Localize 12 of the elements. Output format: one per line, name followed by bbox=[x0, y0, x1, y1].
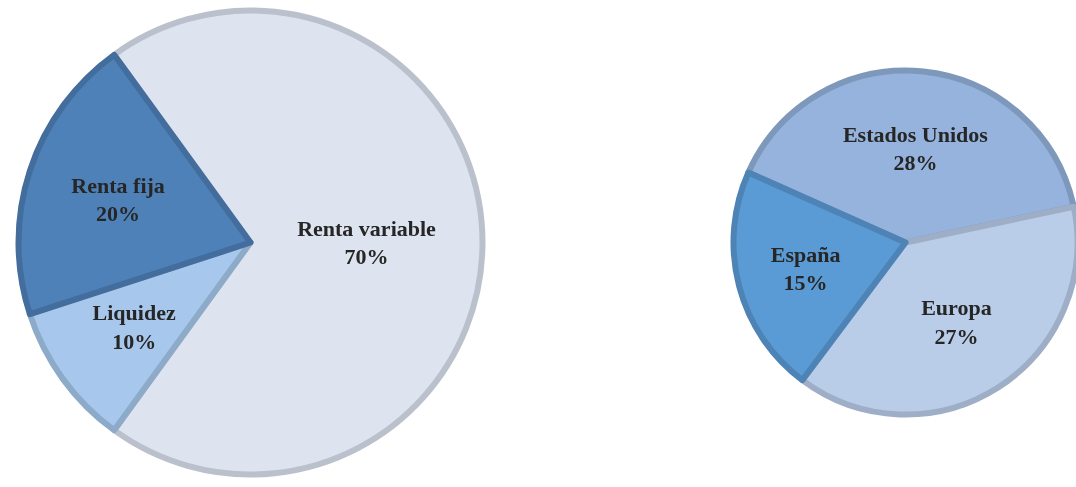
slice-label: España bbox=[770, 241, 841, 267]
slice-label: Liquidez bbox=[92, 300, 176, 326]
data-label: 10% bbox=[112, 328, 157, 354]
data-label: 27% bbox=[934, 324, 979, 350]
data-label: 20% bbox=[96, 201, 141, 227]
slice-label: Estados Unidos bbox=[842, 121, 989, 147]
slice-label: Renta variable bbox=[297, 215, 437, 241]
slice-label: Renta fija bbox=[71, 172, 165, 198]
data-label: 28% bbox=[893, 150, 938, 176]
data-label: 15% bbox=[783, 270, 828, 296]
data-label: 70% bbox=[344, 244, 389, 270]
slice-label: Europa bbox=[921, 295, 992, 321]
